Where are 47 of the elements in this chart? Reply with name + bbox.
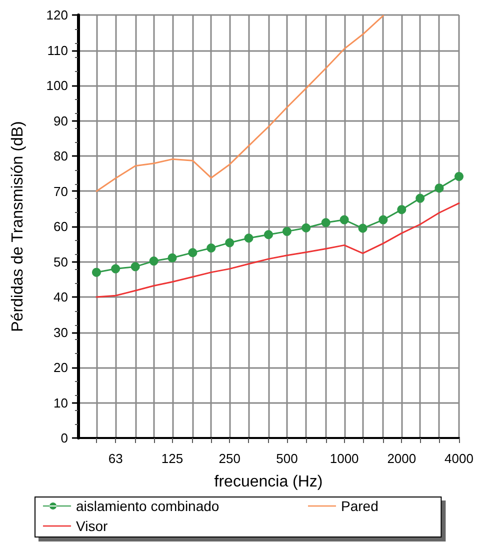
- x-axis-title: frecuencia (Hz): [214, 474, 323, 490]
- x-tick-label: 250: [218, 451, 240, 466]
- point: [206, 244, 216, 252]
- point: [225, 238, 234, 248]
- point: [454, 172, 464, 181]
- x-tick-label: 500: [276, 451, 298, 466]
- point: [168, 253, 177, 262]
- y-tick-label: 90: [54, 113, 68, 128]
- y-tick-label: 0: [60, 430, 68, 446]
- point: [416, 194, 425, 203]
- point: [434, 184, 444, 193]
- y-tick-label: 70: [54, 184, 68, 199]
- y-tick-label: 80: [54, 148, 68, 164]
- y-tick-label: 60: [54, 219, 68, 234]
- point: [378, 215, 388, 224]
- y-axis-title: Pérdidas de Transmisión (dB): [10, 121, 26, 332]
- x-tick-label: 4000: [444, 451, 474, 466]
- legend-label: Pared: [341, 498, 378, 514]
- x-tick-label: 63: [108, 451, 123, 466]
- point: [321, 218, 330, 228]
- y-tick-label: 30: [54, 324, 68, 340]
- point: [340, 215, 349, 224]
- y-tick-label: 40: [54, 290, 68, 304]
- point: [397, 205, 406, 214]
- y-tick-label: 120: [46, 8, 68, 22]
- point: [358, 224, 368, 233]
- x-tick-label: 125: [161, 451, 184, 466]
- point: [244, 234, 254, 243]
- y-tick-label: 50: [54, 254, 68, 270]
- line-series: [96, 14, 384, 192]
- y-tick-label: 110: [47, 42, 68, 58]
- line-series: [96, 202, 460, 298]
- legend-label: aislamiento combinado: [76, 498, 220, 514]
- point: [264, 230, 273, 240]
- y-tick-label: 100: [46, 78, 68, 93]
- point: [130, 262, 140, 272]
- point: [149, 256, 158, 266]
- point: [92, 268, 101, 277]
- point: [302, 223, 311, 232]
- x-tick-label: 1000: [330, 451, 359, 466]
- point: [282, 226, 292, 236]
- legend-label: Visor: [76, 518, 108, 534]
- point: [111, 264, 120, 274]
- y-tick-label: 10: [54, 395, 68, 410]
- point: [188, 248, 198, 258]
- y-tick-label: 20: [54, 360, 68, 375]
- x-tick-label: 2000: [387, 451, 416, 466]
